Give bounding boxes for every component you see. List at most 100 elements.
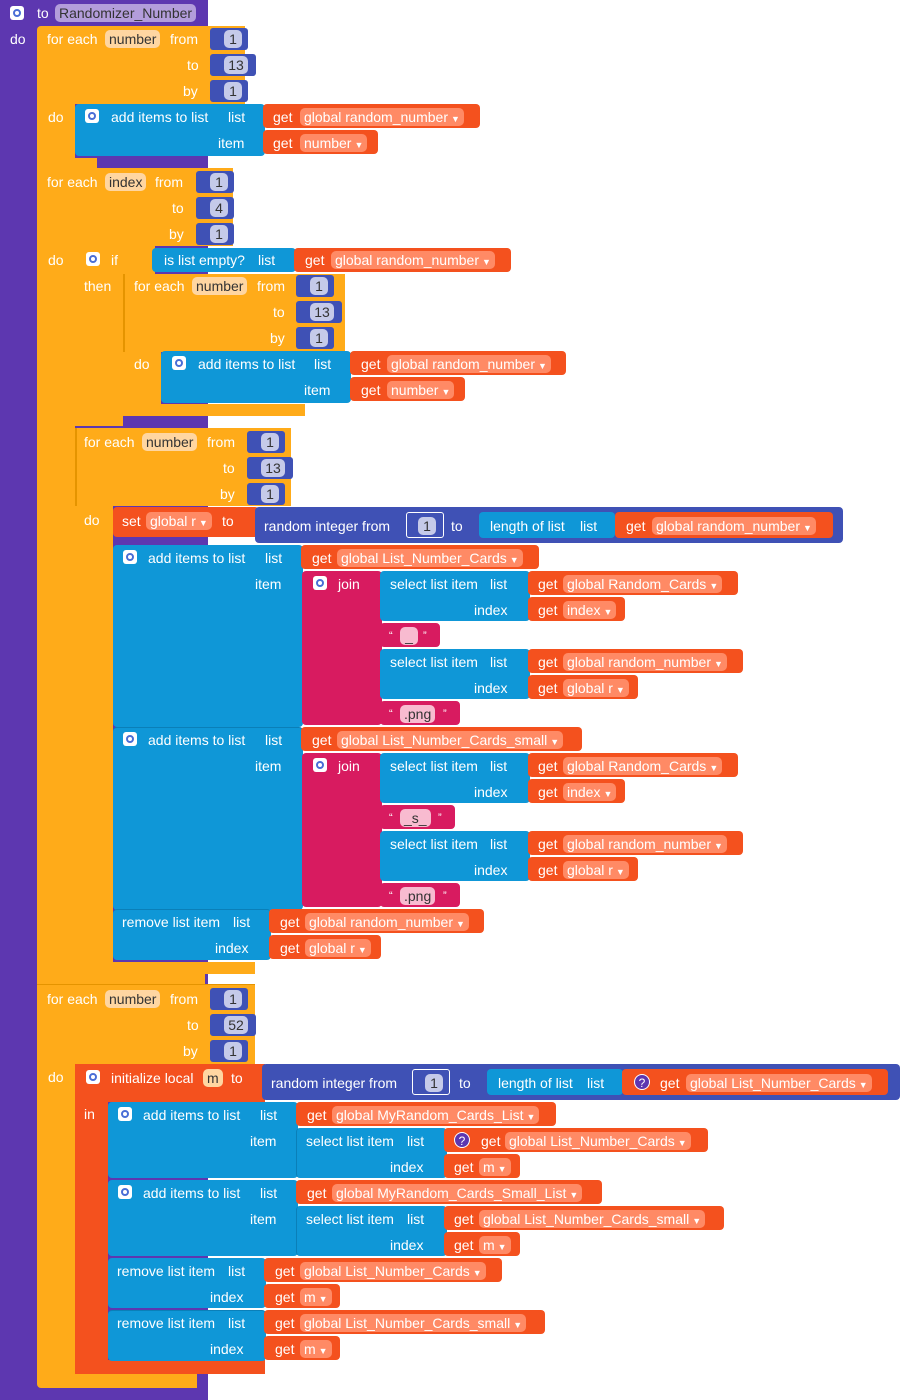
mutator-gear-icon[interactable]	[123, 550, 137, 564]
add-items-block[interactable]	[113, 545, 303, 727]
remove-list-item-block[interactable]	[108, 1310, 266, 1361]
mutator-gear-icon[interactable]	[172, 356, 186, 370]
number-literal[interactable]: 1	[418, 517, 436, 535]
text-field[interactable]: .png	[400, 887, 436, 905]
get-label: get	[660, 1075, 680, 1091]
question-icon[interactable]: ?	[634, 1074, 650, 1090]
var-dropdown[interactable]: number ▼	[387, 381, 455, 399]
loop-var-number[interactable]: number	[142, 433, 198, 451]
list-label: list	[233, 914, 251, 930]
var-dropdown[interactable]: global List_Number_Cards ▼	[300, 1262, 486, 1280]
remove-list-item-block[interactable]	[108, 1258, 266, 1308]
length-of-list-block[interactable]	[487, 1069, 623, 1095]
mutator-gear-icon[interactable]	[313, 758, 327, 772]
mutator-gear-icon[interactable]	[118, 1107, 132, 1121]
var-dropdown[interactable]: global MyRandom_Cards_Small_List ▼	[332, 1184, 583, 1202]
number-literal[interactable]: 13	[224, 56, 248, 74]
length-of-list-block[interactable]	[479, 512, 615, 538]
is-list-empty-block[interactable]	[152, 248, 296, 272]
loop-var-number[interactable]: number	[105, 990, 161, 1008]
select-list-item-block[interactable]	[296, 1206, 447, 1256]
var-name: global r	[567, 862, 613, 878]
number-literal[interactable]: 1	[261, 485, 279, 503]
mutator-gear-icon[interactable]	[86, 252, 100, 266]
quote-open: “	[389, 890, 393, 902]
number-literal[interactable]: 1	[224, 82, 242, 100]
list-label: list	[490, 654, 508, 670]
var-dropdown[interactable]: global r ▼	[563, 679, 629, 697]
var-dropdown[interactable]: global List_Number_Cards ▼	[505, 1132, 691, 1150]
var-dropdown[interactable]: m ▼	[479, 1158, 511, 1176]
var-dropdown[interactable]: global random_number ▼	[331, 251, 495, 269]
mutator-gear-icon[interactable]	[123, 732, 137, 746]
list-label: list	[587, 1075, 605, 1091]
var-dropdown[interactable]: m ▼	[300, 1340, 332, 1358]
local-var-m[interactable]: m	[203, 1069, 223, 1087]
var-dropdown[interactable]: global MyRandom_Cards_List ▼	[332, 1106, 540, 1124]
var-dropdown[interactable]: global random_number ▼	[300, 108, 464, 126]
loop-var-number[interactable]: number	[105, 30, 161, 48]
text-field[interactable]: _	[400, 627, 418, 645]
var-dropdown[interactable]: global random_number ▼	[305, 913, 469, 931]
select-list-item-block[interactable]	[380, 831, 530, 881]
mutator-gear-icon[interactable]	[118, 1185, 132, 1199]
add-items-block[interactable]	[108, 1180, 298, 1256]
number-literal[interactable]: 1	[210, 225, 228, 243]
var-dropdown[interactable]: m ▼	[300, 1288, 332, 1306]
number-literal[interactable]: 1	[210, 173, 228, 191]
mutator-gear-icon[interactable]	[313, 576, 327, 590]
join-block[interactable]	[302, 753, 382, 907]
var-dropdown[interactable]: global r ▼	[305, 939, 371, 957]
mutator-gear-icon[interactable]	[86, 1070, 100, 1084]
var-dropdown[interactable]: m ▼	[479, 1236, 511, 1254]
number-literal[interactable]: 13	[310, 303, 334, 321]
add-items-block[interactable]	[161, 351, 351, 403]
select-list-item-block[interactable]	[296, 1128, 447, 1178]
var-dropdown[interactable]: global random_number ▼	[652, 517, 816, 535]
number-literal[interactable]: 52	[224, 1016, 248, 1034]
number-literal[interactable]: 1	[310, 329, 328, 347]
mutator-gear-icon[interactable]	[85, 109, 99, 123]
get-label: get	[312, 550, 332, 566]
number-literal[interactable]: 4	[210, 199, 228, 217]
number-literal[interactable]: 1	[224, 990, 242, 1008]
select-list-item-block[interactable]	[380, 753, 530, 803]
var-dropdown[interactable]: global r ▼	[563, 861, 629, 879]
var-dropdown[interactable]: number ▼	[300, 134, 368, 152]
var-dropdown[interactable]: index ▼	[563, 783, 617, 801]
var-dropdown[interactable]: global random_number ▼	[563, 835, 727, 853]
var-dropdown[interactable]: global List_Number_Cards_small ▼	[337, 731, 564, 749]
text-field[interactable]: .png	[400, 705, 436, 723]
var-dropdown[interactable]: global Random_Cards ▼	[563, 575, 723, 593]
select-list-item-block[interactable]	[380, 571, 530, 621]
number-literal[interactable]: 1	[224, 30, 242, 48]
var-dropdown[interactable]: global List_Number_Cards ▼	[686, 1074, 872, 1092]
var-dropdown[interactable]: index ▼	[563, 601, 617, 619]
var-name: global random_number	[309, 914, 453, 930]
var-dropdown[interactable]: global List_Number_Cards ▼	[337, 549, 523, 567]
question-icon[interactable]: ?	[454, 1132, 470, 1148]
text-field[interactable]: _s_	[400, 809, 431, 827]
number-literal[interactable]: 1	[261, 433, 279, 451]
add-items-block[interactable]	[113, 727, 303, 910]
add-items-block[interactable]	[108, 1102, 298, 1178]
loop-var-number[interactable]: number	[192, 277, 248, 295]
var-dropdown[interactable]: global random_number ▼	[387, 355, 551, 373]
var-dropdown[interactable]: global List_Number_Cards_small ▼	[300, 1314, 527, 1332]
remove-list-item-block[interactable]	[113, 909, 271, 960]
join-block[interactable]	[302, 571, 382, 725]
procedure-name-field[interactable]: Randomizer_Number	[55, 4, 197, 22]
number-literal[interactable]: 1	[310, 277, 328, 295]
var-dropdown[interactable]: global Random_Cards ▼	[563, 757, 723, 775]
number-literal[interactable]: 1	[224, 1042, 242, 1060]
select-list-item-block[interactable]	[380, 649, 530, 699]
select-item-label: select list item	[390, 758, 478, 774]
var-dropdown[interactable]: global List_Number_Cards_small ▼	[479, 1210, 706, 1228]
mutator-gear-icon[interactable]	[10, 6, 24, 20]
number-literal[interactable]: 13	[261, 459, 285, 477]
number-literal[interactable]: 1	[425, 1074, 443, 1092]
loop-var-index[interactable]: index	[105, 173, 147, 191]
var-dropdown[interactable]: global random_number ▼	[563, 653, 727, 671]
var-dropdown[interactable]: global r ▼	[146, 512, 212, 530]
add-items-block[interactable]	[75, 104, 265, 156]
